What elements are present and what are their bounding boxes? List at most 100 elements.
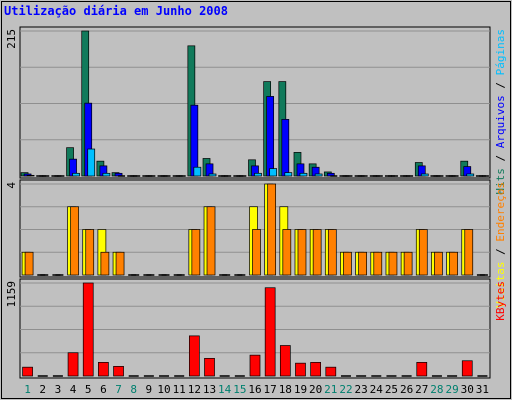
- bar: [373, 251, 383, 276]
- tick-label: 10: [157, 383, 170, 396]
- tick-label: 31: [476, 383, 489, 396]
- tick-label: 9: [146, 383, 153, 396]
- tick-label: 5: [85, 383, 92, 396]
- tick-label: 19: [294, 383, 307, 396]
- tick-label: 3: [55, 383, 62, 396]
- tick-label: 30: [461, 383, 474, 396]
- bar: [466, 173, 475, 177]
- bar: [254, 172, 262, 177]
- tick-label: 28: [430, 383, 443, 396]
- bar: [434, 251, 443, 276]
- tick-label: 23: [355, 383, 368, 396]
- bar: [264, 287, 276, 377]
- bar: [87, 148, 96, 177]
- bar: [249, 354, 261, 377]
- legend-entry: Visitas: [494, 261, 507, 307]
- bar: [189, 335, 200, 377]
- y-max-label: 1159: [5, 281, 18, 308]
- bar: [82, 282, 94, 377]
- bar: [204, 357, 215, 377]
- legend: Hits / Arquivos / Páginas: [494, 29, 507, 195]
- bar: [102, 172, 111, 177]
- legend: Visitas / Endereços: [494, 182, 507, 308]
- bar: [464, 229, 474, 276]
- tick-label: 24: [370, 383, 384, 396]
- bar: [70, 206, 79, 276]
- bar: [388, 251, 398, 276]
- tick-label: 18: [279, 383, 292, 396]
- tick-label: 26: [400, 383, 413, 396]
- tick-label: 20: [309, 383, 322, 396]
- legend-separator: /: [494, 242, 507, 262]
- y-max-label: 4: [5, 182, 18, 189]
- tick-label: 29: [445, 383, 458, 396]
- bar: [266, 96, 275, 177]
- legend-entry: KBytes: [494, 281, 507, 321]
- tick-label: 27: [415, 383, 428, 396]
- bar: [310, 362, 321, 377]
- tick-label: 1: [24, 383, 31, 396]
- bar: [208, 173, 217, 177]
- tick-label: 17: [264, 383, 277, 396]
- bar: [100, 251, 110, 276]
- bar: [416, 362, 428, 377]
- bar: [267, 183, 277, 276]
- chart-title: Utilização diária em Junho 2008: [4, 4, 228, 18]
- chart-border: [1, 1, 511, 399]
- bar: [22, 366, 33, 377]
- tick-label: 22: [339, 383, 352, 396]
- tick-label: 12: [188, 383, 201, 396]
- bar: [72, 172, 80, 177]
- tick-label: 7: [115, 383, 122, 396]
- tick-label: 21: [324, 383, 337, 396]
- tick-label: 25: [385, 383, 398, 396]
- bar: [403, 251, 413, 276]
- bar: [26, 174, 35, 177]
- bar: [193, 166, 202, 177]
- legend-entry: Endereços: [494, 182, 507, 242]
- tick-label: 4: [70, 383, 77, 396]
- bar: [297, 229, 307, 276]
- bar: [420, 173, 429, 177]
- bar: [252, 229, 261, 276]
- tick-label: 13: [203, 383, 216, 396]
- tick-label: 15: [233, 383, 246, 396]
- tick-label: 8: [130, 383, 137, 396]
- tick-label: 14: [218, 383, 232, 396]
- y-max-label: 215: [5, 29, 18, 49]
- bar: [343, 251, 352, 276]
- legend: KBytes: [494, 281, 507, 321]
- bar: [98, 362, 109, 377]
- bar: [284, 172, 293, 177]
- bar: [418, 229, 428, 276]
- legend-entry: Arquivos: [494, 95, 507, 148]
- tick-label: 6: [100, 383, 107, 396]
- bar: [279, 345, 291, 377]
- bar: [281, 118, 290, 177]
- bar: [191, 229, 201, 276]
- bar: [295, 362, 306, 377]
- bar: [299, 172, 308, 177]
- bar: [327, 229, 337, 276]
- bar: [282, 229, 292, 276]
- bar: [325, 366, 337, 377]
- tick-label: 2: [39, 383, 46, 396]
- bar: [314, 173, 323, 177]
- bar: [67, 352, 79, 377]
- legend-entry: Páginas: [494, 29, 507, 75]
- bar: [449, 251, 458, 276]
- bar: [115, 251, 125, 276]
- panel-frame: [19, 26, 491, 179]
- bar: [190, 104, 199, 177]
- tick-label: 11: [173, 383, 186, 396]
- bar: [113, 366, 124, 377]
- legend-separator: /: [494, 148, 507, 168]
- tick-label: 16: [248, 383, 261, 396]
- bar: [358, 251, 367, 276]
- legend-separator: /: [494, 75, 507, 95]
- bar: [206, 206, 216, 276]
- bar: [24, 251, 34, 276]
